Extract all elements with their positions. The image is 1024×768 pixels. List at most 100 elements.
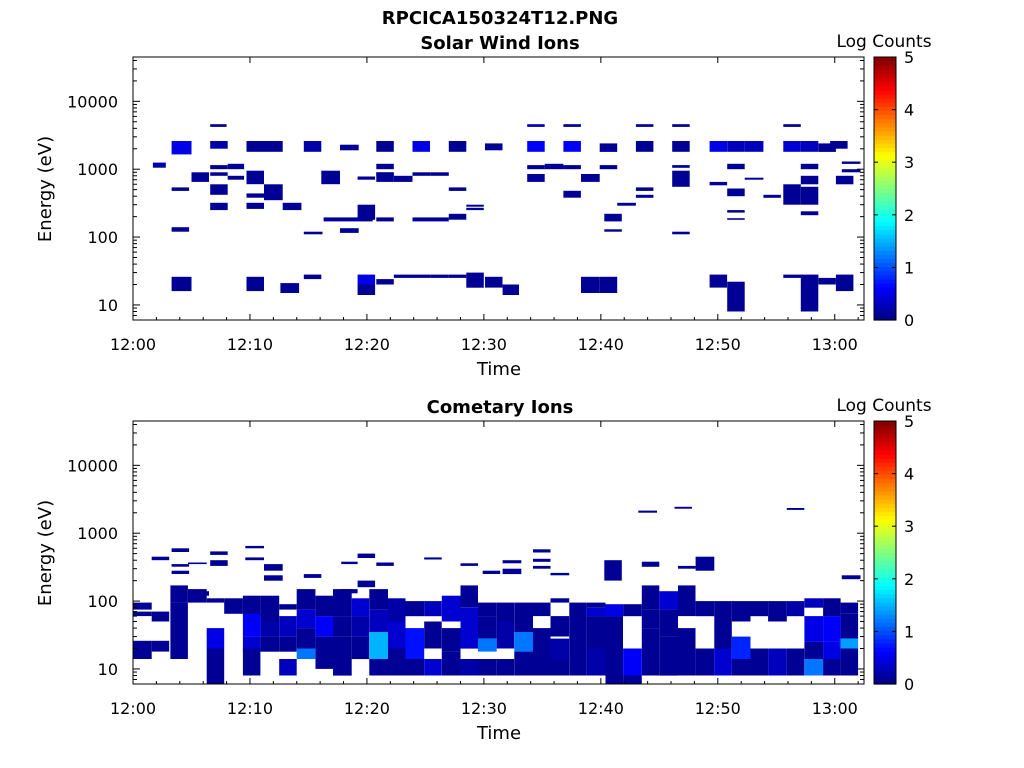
heatmap-cell: [496, 659, 515, 676]
heatmap-cell: [296, 648, 316, 659]
heatmap-cell: [376, 279, 394, 285]
heatmap-cell: [466, 272, 484, 288]
colorbar-segment: [874, 466, 896, 471]
heatmap-cell: [388, 648, 406, 676]
heatmap-cell: [641, 628, 660, 676]
heatmap-cell: [296, 589, 316, 610]
colorbar-segment: [874, 246, 896, 251]
heatmap-cell: [800, 175, 819, 185]
colorbar-segment: [874, 287, 896, 292]
heatmap-cell: [210, 184, 228, 195]
heatmap-cell: [376, 562, 394, 566]
heatmap-cell: [460, 585, 478, 608]
heatmap-cell: [727, 281, 745, 312]
heatmap-cell: [333, 616, 352, 637]
heatmap-cell: [527, 141, 545, 152]
heatmap-cell: [341, 589, 358, 594]
colorbar-segment: [874, 556, 896, 562]
colorbar-segment: [874, 610, 896, 615]
heatmap-cell: [727, 141, 745, 152]
colorbar-segment: [874, 577, 896, 582]
heatmap-cell: [672, 124, 690, 127]
heatmap-cell: [674, 506, 692, 509]
heatmap-cell: [351, 598, 370, 617]
heatmap-cell: [441, 651, 461, 676]
colorbar-segment: [874, 511, 896, 517]
colorbar-segment: [874, 73, 896, 79]
heatmap-cell: [357, 176, 376, 180]
heatmap-cell: [800, 141, 819, 152]
colorbar-tick-label: 4: [904, 101, 914, 120]
colorbar-segment: [874, 573, 896, 578]
heatmap-cell: [245, 545, 264, 549]
heatmap-cell: [550, 659, 570, 676]
heatmap-cell: [303, 574, 322, 578]
heatmap-cell: [533, 565, 551, 569]
heatmap-cell: [840, 648, 859, 676]
heatmap-cell: [405, 659, 425, 676]
heatmap-cell: [502, 284, 519, 295]
heatmap-cell: [800, 211, 819, 216]
colorbar-segment: [874, 180, 896, 185]
heatmap-cell: [264, 141, 283, 152]
heatmap-cell: [357, 204, 376, 220]
heatmap-cell: [514, 602, 533, 632]
colorbar-segment: [874, 462, 896, 467]
colorbar-segment: [874, 307, 896, 313]
colorbar-label-solar-wind: Log Counts: [836, 32, 931, 52]
colorbar-segment: [874, 262, 896, 268]
colorbar-segment: [874, 445, 896, 451]
heatmap-cell: [804, 641, 824, 659]
heatmap-cell: [264, 564, 283, 571]
x-axis-label-solar-wind: Time: [476, 359, 521, 380]
heatmap-cell: [599, 143, 618, 152]
heatmap-cell: [188, 589, 207, 603]
colorbar-segment: [874, 155, 896, 161]
heatmap-cell: [280, 283, 300, 293]
colorbar-segment: [874, 278, 896, 284]
heatmap-cell: [460, 607, 478, 649]
colorbar-segment: [874, 618, 896, 623]
heatmap-cell: [586, 607, 606, 617]
heatmap-cell: [264, 575, 283, 581]
heatmap-cell: [152, 162, 166, 168]
colorbar-solar-wind: 0 1 2 3 4 5: [873, 48, 914, 330]
heatmap-cell: [727, 210, 745, 213]
heatmap-cell: [303, 274, 322, 280]
heatmap-cell: [659, 609, 678, 637]
colorbar-segment: [874, 679, 896, 685]
heatmap-cell: [641, 585, 660, 610]
heatmap-cell: [599, 165, 618, 170]
y-tick-label: 1000: [77, 524, 118, 543]
heatmap-cell: [786, 601, 805, 617]
colorbar-segment: [874, 172, 896, 177]
heatmap-cell: [695, 556, 715, 571]
heatmap-cell: [393, 274, 431, 278]
x-ticks-solar-wind: 12:00 12:10 12:20 12:30 12:40 12:50 13:00: [110, 57, 859, 354]
colorbar-tick-label: 0: [904, 675, 914, 694]
colorbar-segment: [874, 61, 896, 66]
colorbar-segment: [874, 626, 896, 632]
heatmap-cell: [296, 628, 316, 649]
heatmap-cell: [727, 163, 745, 170]
colorbar-label-cometary: Log Counts: [836, 396, 931, 416]
colorbar-segment: [874, 258, 896, 264]
heatmap-cell: [638, 510, 657, 513]
colorbar-segment: [874, 241, 896, 247]
heatmap-cell: [744, 141, 764, 152]
colorbar-segment: [874, 311, 896, 317]
colorbar-segment: [874, 601, 896, 607]
colorbar-tick-label: 5: [904, 412, 914, 431]
x-ticks-cometary: 12:00 12:10 12:20 12:30 12:40 12:50 13:00: [110, 421, 859, 718]
heatmap-cell: [424, 621, 442, 649]
heatmap-cell: [171, 141, 192, 155]
heatmap-cell: [800, 276, 819, 312]
y-ticks-cometary: 10 100 1000 10000: [67, 423, 864, 685]
heatmap-cell: [242, 636, 261, 652]
x-tick-label: 12:30: [461, 335, 507, 354]
colorbar-segment: [874, 597, 896, 603]
heatmap-cell: [744, 177, 764, 180]
heatmap-cell: [315, 595, 333, 617]
colorbar-segment: [874, 151, 896, 157]
y-axis-label-cometary: Energy (eV): [35, 500, 56, 606]
